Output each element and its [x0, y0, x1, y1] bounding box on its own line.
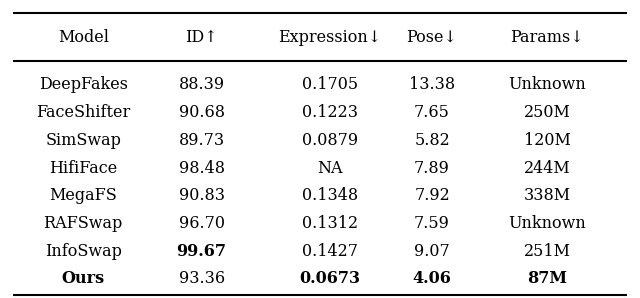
Text: 7.65: 7.65 [414, 104, 450, 121]
Text: 338M: 338M [524, 187, 571, 204]
Text: 120M: 120M [524, 132, 571, 149]
Text: ID↑: ID↑ [186, 29, 218, 46]
Text: MegaFS: MegaFS [49, 187, 117, 204]
Text: Pose↓: Pose↓ [406, 29, 458, 46]
Text: 89.73: 89.73 [179, 132, 225, 149]
Text: 88.39: 88.39 [179, 76, 225, 94]
Text: 87M: 87M [527, 270, 567, 288]
Text: 7.92: 7.92 [414, 187, 450, 204]
Text: Expression↓: Expression↓ [278, 29, 381, 46]
Text: 98.48: 98.48 [179, 159, 225, 177]
Text: 251M: 251M [524, 243, 571, 260]
Text: 7.59: 7.59 [414, 215, 450, 232]
Text: 13.38: 13.38 [409, 76, 455, 94]
Text: RAFSwap: RAFSwap [44, 215, 123, 232]
Text: 0.1705: 0.1705 [301, 76, 358, 94]
Text: 99.67: 99.67 [177, 243, 227, 260]
Text: SimSwap: SimSwap [45, 132, 121, 149]
Text: 5.82: 5.82 [414, 132, 450, 149]
Text: FaceShifter: FaceShifter [36, 104, 131, 121]
Text: 0.0879: 0.0879 [301, 132, 358, 149]
Text: 0.0673: 0.0673 [299, 270, 360, 288]
Text: HifiFace: HifiFace [49, 159, 117, 177]
Text: 0.1223: 0.1223 [301, 104, 358, 121]
Text: 7.89: 7.89 [414, 159, 450, 177]
Text: 4.06: 4.06 [413, 270, 451, 288]
Text: 0.1348: 0.1348 [301, 187, 358, 204]
Text: Unknown: Unknown [508, 215, 586, 232]
Text: DeepFakes: DeepFakes [38, 76, 128, 94]
Text: Params↓: Params↓ [510, 29, 584, 46]
Text: 250M: 250M [524, 104, 571, 121]
Text: 0.1312: 0.1312 [301, 215, 358, 232]
Text: 90.68: 90.68 [179, 104, 225, 121]
Text: 96.70: 96.70 [179, 215, 225, 232]
Text: Ours: Ours [61, 270, 105, 288]
Text: 244M: 244M [524, 159, 571, 177]
Text: 93.36: 93.36 [179, 270, 225, 288]
Text: Model: Model [58, 29, 109, 46]
Text: 9.07: 9.07 [414, 243, 450, 260]
Text: 90.83: 90.83 [179, 187, 225, 204]
Text: InfoSwap: InfoSwap [45, 243, 122, 260]
Text: Unknown: Unknown [508, 76, 586, 94]
Text: NA: NA [317, 159, 342, 177]
Text: 0.1427: 0.1427 [301, 243, 358, 260]
